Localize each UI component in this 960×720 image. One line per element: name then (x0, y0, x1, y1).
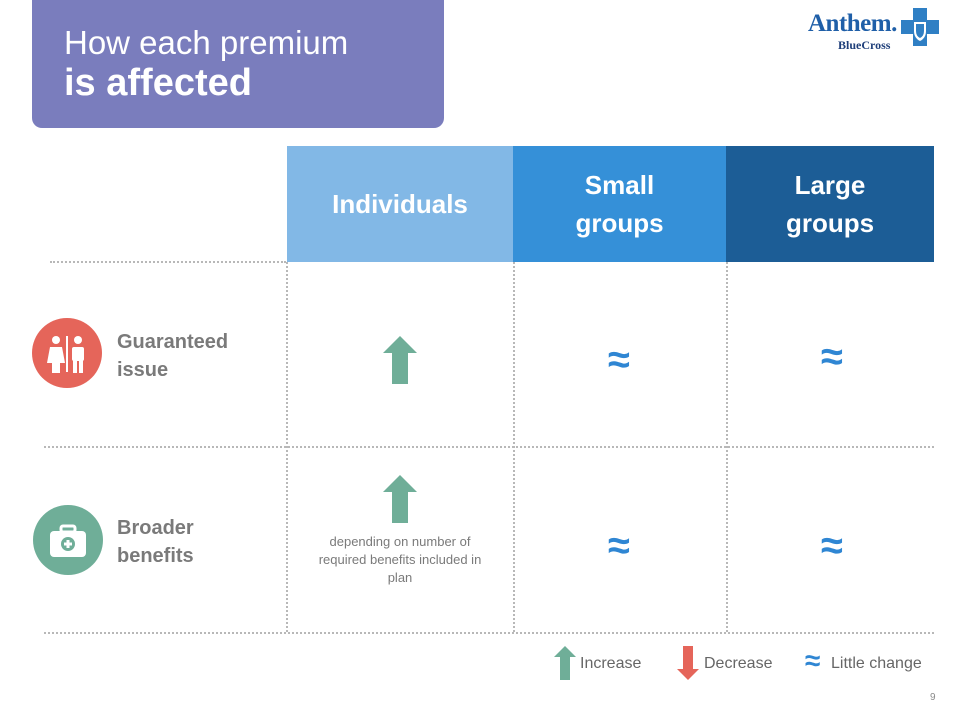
column-header-label: groups (575, 208, 664, 238)
row-label-guaranteed-issue: Guaranteed issue (117, 328, 228, 384)
column-header-label: groups (785, 208, 875, 238)
legend-increase-label: Increase (580, 655, 642, 672)
slide-title-line1: How each premium (64, 24, 349, 61)
column-header-individuals: Individuals (287, 146, 513, 262)
slide-title-line2: is affected (64, 62, 252, 104)
grid-divider (44, 632, 934, 634)
little-change-icon: ≈ (821, 335, 843, 379)
legend-little-change-label: Little change (831, 655, 922, 672)
increase-arrow-icon (554, 646, 576, 680)
little-change-icon: ≈ (821, 524, 843, 568)
medical-kit-icon (33, 505, 103, 575)
row-label-line: Broader (117, 517, 194, 539)
increase-arrow-icon (383, 475, 417, 523)
row-label-line: Guaranteed (117, 331, 229, 353)
grid-divider (44, 446, 934, 448)
grid-divider (286, 262, 288, 632)
restroom-people-icon (32, 318, 102, 388)
logo-subtext: BlueCross (838, 38, 891, 52)
benefits-note: depending on number of required benefits… (318, 534, 482, 585)
grid-divider (513, 262, 515, 632)
increase-arrow-icon (383, 336, 417, 384)
blue-cross-icon (901, 8, 939, 46)
column-header-large-groups: Large groups (726, 146, 934, 262)
legend-decrease-label: Decrease (704, 655, 773, 672)
column-header-small-groups: Small groups (513, 146, 726, 262)
decrease-arrow-icon (677, 646, 699, 680)
little-change-icon: ≈ (608, 524, 630, 568)
logo-wordmark: Anthem. (808, 10, 897, 37)
column-header-label: Small (584, 170, 655, 200)
row-label-line: issue (117, 359, 169, 381)
anthem-bluecross-logo: Anthem. BlueCross (808, 6, 942, 52)
column-header-label: Large (794, 170, 866, 200)
row-label-broader-benefits: Broader benefits (117, 514, 194, 570)
little-change-icon: ≈ (805, 645, 821, 676)
page-number: 9 (930, 692, 936, 703)
column-header-label: Individuals (332, 189, 468, 219)
title-banner (32, 0, 444, 128)
grid-divider (726, 262, 728, 632)
little-change-icon: ≈ (608, 338, 630, 382)
grid-divider (50, 261, 286, 263)
row-label-line: benefits (117, 545, 194, 567)
